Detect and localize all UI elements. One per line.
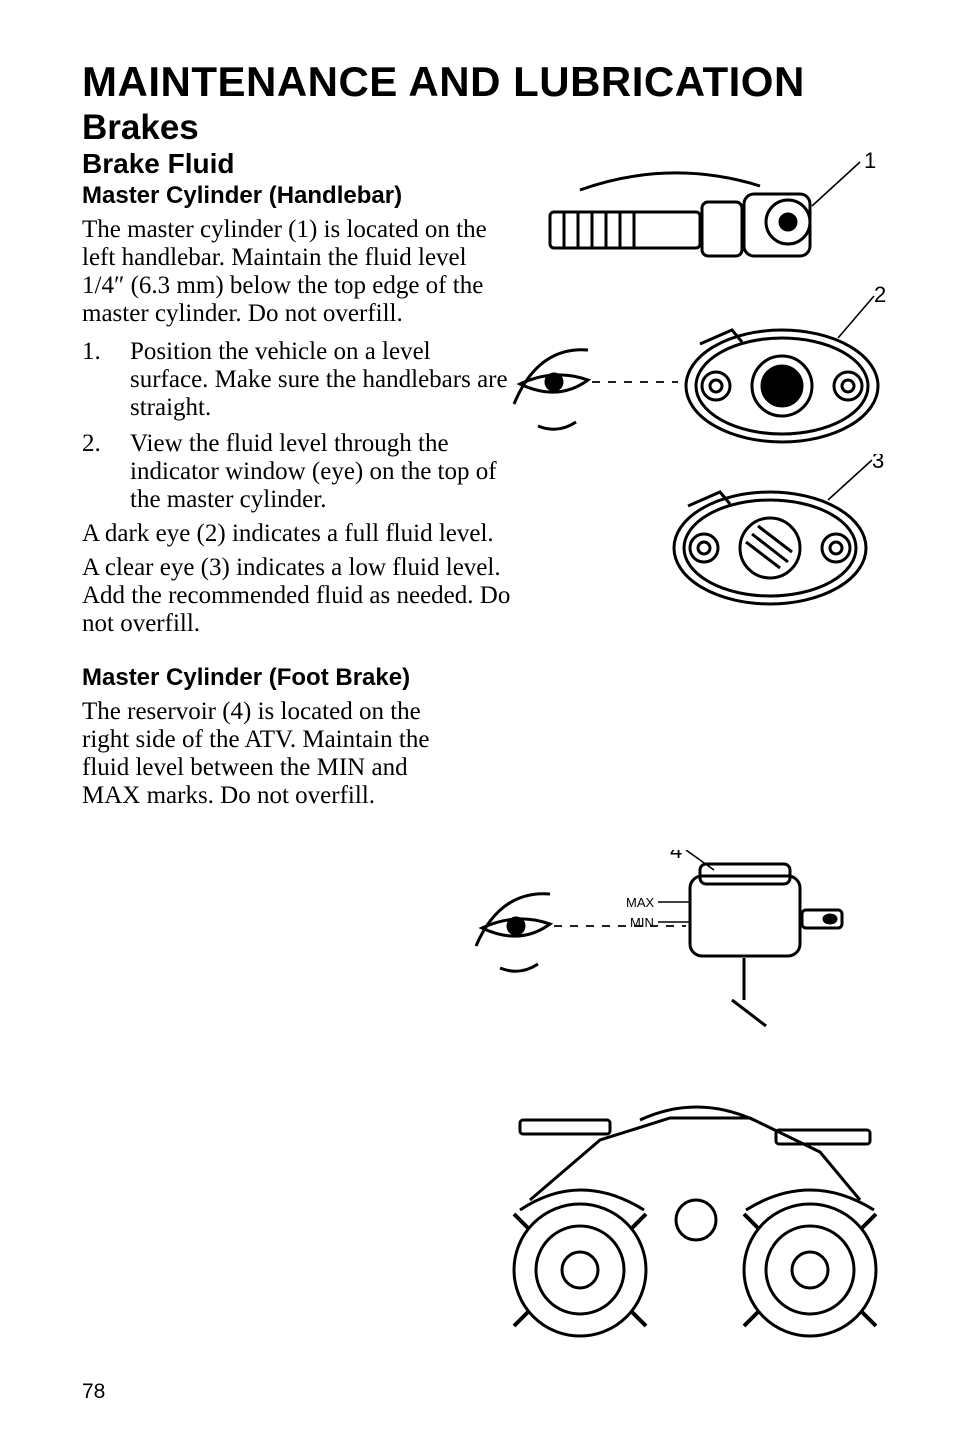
paragraph: The master cylinder (1) is located on th…	[82, 216, 512, 328]
callout-2: 2	[874, 286, 886, 307]
page-number: 78	[82, 1380, 105, 1404]
subheading-master-cyl-foot: Master Cylinder (Foot Brake)	[82, 664, 512, 692]
callout-1: 1	[864, 150, 876, 173]
callout-3: 3	[872, 454, 884, 473]
list-item: 2.View the fluid level through the indic…	[82, 430, 512, 514]
list-item: 1.Position the vehicle on a level surfac…	[82, 338, 512, 422]
step-number: 2.	[82, 430, 130, 458]
step-text: View the fluid level through the indicat…	[130, 430, 497, 513]
page-title: MAINTENANCE AND LUBRICATION	[82, 58, 886, 106]
paragraph: A clear eye (3) indicates a low fluid le…	[82, 554, 512, 638]
figure-foot-brake: 4 MAX MIN	[470, 850, 900, 1350]
step-text: Position the vehicle on a level surface.…	[130, 338, 508, 421]
section-heading: Brakes	[82, 108, 886, 148]
figure-clear-eye: 3	[640, 454, 890, 614]
figure-dark-eye: 2	[502, 286, 888, 466]
label-min: MIN	[630, 915, 654, 930]
label-max: MAX	[626, 895, 655, 910]
callout-4: 4	[670, 850, 682, 863]
paragraph: The reservoir (4) is located on the righ…	[82, 698, 462, 810]
steps-list: 1.Position the vehicle on a level surfac…	[82, 338, 512, 514]
step-number: 1.	[82, 338, 130, 366]
paragraph: A dark eye (2) indicates a full fluid le…	[82, 520, 512, 548]
body-column: The master cylinder (1) is located on th…	[82, 216, 512, 810]
figure-handlebar-master-cyl: 1	[540, 150, 880, 280]
